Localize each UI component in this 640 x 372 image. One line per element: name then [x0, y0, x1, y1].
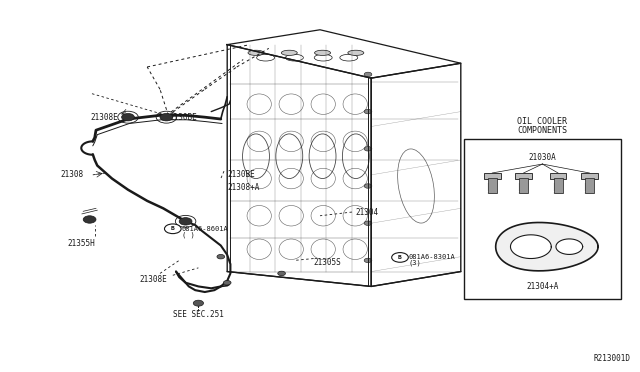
Circle shape	[223, 280, 231, 285]
Bar	[581, 173, 598, 179]
Text: (3): (3)	[408, 260, 421, 266]
Bar	[585, 178, 594, 193]
Text: 21305S: 21305S	[314, 258, 341, 267]
Bar	[515, 173, 532, 179]
Text: COMPONENTS: COMPONENTS	[517, 126, 568, 135]
Text: B: B	[171, 226, 175, 231]
Polygon shape	[496, 222, 598, 271]
Text: ( ): ( )	[182, 231, 195, 238]
Circle shape	[217, 254, 225, 259]
Text: 21304: 21304	[355, 208, 378, 217]
Circle shape	[364, 147, 372, 151]
Circle shape	[364, 258, 372, 263]
Circle shape	[193, 300, 204, 306]
Text: 21308: 21308	[61, 170, 84, 179]
Bar	[550, 173, 566, 179]
Text: 21355H: 21355H	[67, 239, 95, 248]
Text: 081A6-8301A: 081A6-8301A	[408, 254, 455, 260]
Text: 081A6-8601A: 081A6-8601A	[182, 226, 228, 232]
Bar	[519, 178, 528, 193]
Circle shape	[364, 72, 372, 77]
Ellipse shape	[348, 50, 364, 55]
Text: R213001D: R213001D	[593, 355, 630, 363]
Circle shape	[179, 218, 192, 225]
Ellipse shape	[315, 50, 331, 55]
Text: 2130BE: 2130BE	[227, 170, 255, 179]
Ellipse shape	[248, 50, 264, 55]
Bar	[464, 140, 621, 299]
Text: SEE SEC.251: SEE SEC.251	[173, 310, 224, 319]
Circle shape	[364, 184, 372, 188]
Circle shape	[364, 221, 372, 225]
Text: OIL COOLER: OIL COOLER	[517, 117, 568, 126]
Circle shape	[164, 224, 181, 234]
Polygon shape	[556, 239, 582, 254]
Bar	[484, 173, 500, 179]
Bar	[554, 178, 563, 193]
Text: 21030A: 21030A	[529, 153, 556, 162]
Bar	[488, 178, 497, 193]
Circle shape	[392, 253, 408, 262]
Circle shape	[364, 109, 372, 114]
Polygon shape	[511, 235, 551, 259]
Circle shape	[122, 113, 134, 121]
Text: B: B	[398, 255, 402, 260]
Ellipse shape	[282, 50, 298, 55]
Text: 21308+A: 21308+A	[227, 183, 260, 192]
Circle shape	[160, 113, 173, 121]
Circle shape	[278, 271, 285, 276]
Circle shape	[83, 216, 96, 223]
Text: 21308E: 21308E	[91, 113, 118, 122]
Text: 21308E: 21308E	[140, 275, 168, 283]
Text: 21304+A: 21304+A	[526, 282, 559, 291]
Text: 2130BE: 2130BE	[170, 113, 197, 122]
